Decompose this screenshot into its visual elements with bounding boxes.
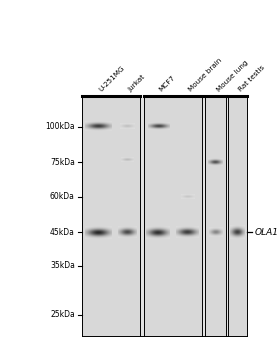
Text: 75kDa: 75kDa — [50, 158, 75, 167]
Text: 60kDa: 60kDa — [50, 192, 75, 201]
Text: Rat testis: Rat testis — [237, 64, 266, 93]
Bar — [205, 98, 226, 336]
Text: Mouse brain: Mouse brain — [188, 57, 223, 93]
Text: 35kDa: 35kDa — [50, 261, 75, 270]
Text: OLA1: OLA1 — [255, 228, 277, 237]
Bar — [229, 98, 247, 336]
Text: U-251MG: U-251MG — [98, 65, 126, 93]
Text: 45kDa: 45kDa — [50, 228, 75, 237]
Text: Mouse lung: Mouse lung — [216, 59, 249, 93]
Bar — [82, 98, 140, 336]
Text: Jurkat: Jurkat — [127, 74, 147, 93]
Text: MCF7: MCF7 — [158, 74, 176, 93]
Text: 100kDa: 100kDa — [45, 122, 75, 131]
Bar — [143, 98, 202, 336]
Text: 25kDa: 25kDa — [50, 310, 75, 319]
